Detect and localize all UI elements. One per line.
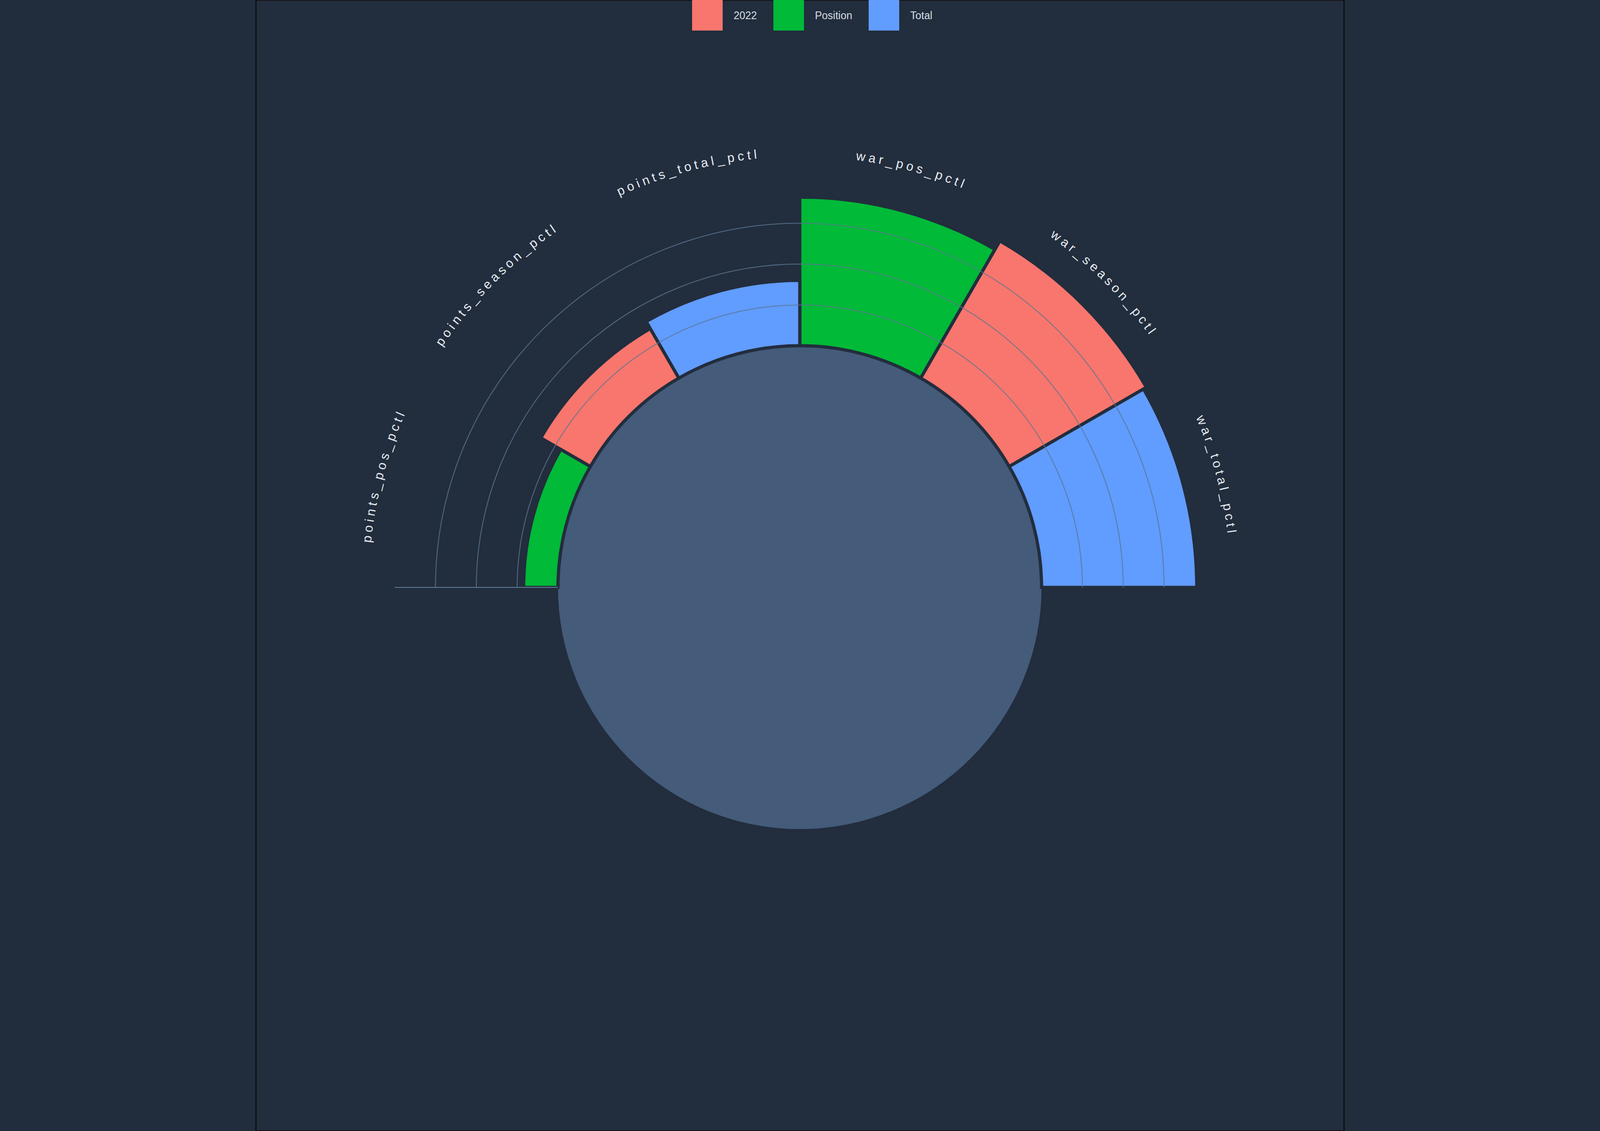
legend-swatch [868, 0, 900, 31]
legend-label: 2022 [733, 9, 757, 22]
category-label: war_total_pctl [1193, 412, 1240, 537]
panel [255, 0, 1345, 1131]
bars [523, 197, 1197, 588]
legend-swatch [773, 0, 804, 31]
legend-label: Total [910, 9, 933, 22]
legend-swatch [692, 0, 723, 31]
grid-line [517, 305, 1083, 588]
category-label: points_total_pctl [614, 146, 761, 199]
grid-line [476, 264, 1124, 588]
category-label: war_pos_pctl [854, 148, 970, 193]
axis-line [394, 587, 558, 589]
bar [1009, 389, 1197, 588]
grid-line [435, 223, 1165, 589]
category-label: war_season_pctl [1047, 226, 1161, 339]
center-disc [557, 345, 1042, 830]
bar [646, 280, 800, 379]
category-label: points_pos_pctl [359, 406, 409, 544]
category-label: points_season_pctl [432, 220, 561, 349]
legend-label: Position [814, 9, 853, 22]
bar [540, 328, 679, 467]
bar [523, 449, 591, 588]
